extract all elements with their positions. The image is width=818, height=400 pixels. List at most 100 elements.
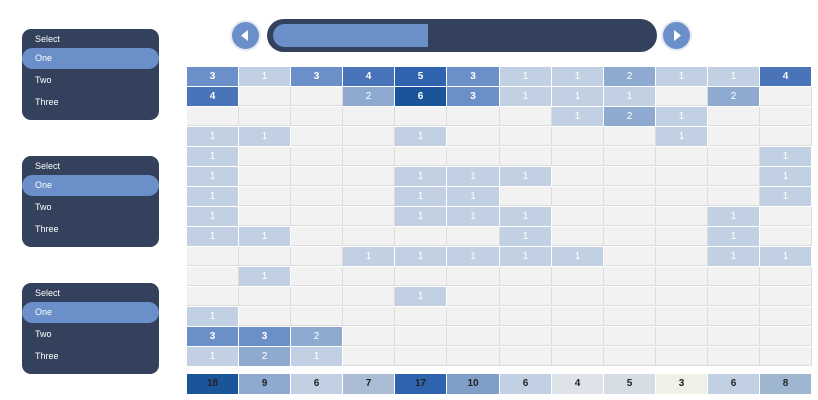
- grid-cell[interactable]: 1: [760, 247, 812, 266]
- grid-cell[interactable]: [291, 187, 343, 206]
- grid-cell[interactable]: 1: [187, 347, 239, 366]
- grid-cell[interactable]: [760, 287, 812, 306]
- grid-cell[interactable]: 1: [447, 207, 500, 226]
- grid-cell[interactable]: [708, 187, 760, 206]
- grid-cell[interactable]: 1: [187, 147, 239, 166]
- grid-cell[interactable]: 1: [656, 127, 708, 146]
- grid-cell[interactable]: [343, 227, 395, 246]
- grid-cell[interactable]: 1: [552, 247, 604, 266]
- grid-cell[interactable]: [708, 347, 760, 366]
- grid-cell[interactable]: [708, 307, 760, 326]
- grid-cell[interactable]: [343, 307, 395, 326]
- slicer-option-two[interactable]: Two: [35, 202, 52, 212]
- grid-cell[interactable]: 3: [239, 327, 291, 346]
- grid-cell[interactable]: 1: [395, 167, 447, 186]
- grid-cell[interactable]: 1: [552, 67, 604, 86]
- grid-cell[interactable]: [291, 167, 343, 186]
- grid-cell[interactable]: 2: [604, 67, 656, 86]
- grid-cell[interactable]: [656, 267, 708, 286]
- grid-cell[interactable]: [343, 107, 395, 126]
- grid-cell[interactable]: [395, 227, 447, 246]
- grid-cell[interactable]: [656, 287, 708, 306]
- grid-cell[interactable]: [708, 287, 760, 306]
- grid-cell[interactable]: 1: [656, 107, 708, 126]
- grid-cell[interactable]: [395, 307, 447, 326]
- grid-cell[interactable]: 1: [708, 247, 760, 266]
- grid-cell[interactable]: [395, 327, 447, 346]
- grid-cell[interactable]: 1: [500, 247, 552, 266]
- grid-cell[interactable]: 1: [343, 247, 395, 266]
- grid-cell[interactable]: [447, 347, 500, 366]
- grid-cell[interactable]: [500, 267, 552, 286]
- grid-cell[interactable]: [604, 327, 656, 346]
- grid-cell[interactable]: 1: [500, 87, 552, 106]
- grid-cell[interactable]: [656, 227, 708, 246]
- grid-cell[interactable]: [708, 167, 760, 186]
- grid-cell[interactable]: 1: [239, 267, 291, 286]
- grid-cell[interactable]: 1: [708, 227, 760, 246]
- slicer-option-three[interactable]: Three: [35, 351, 59, 361]
- grid-cell[interactable]: [187, 247, 239, 266]
- grid-cell[interactable]: [604, 347, 656, 366]
- grid-cell[interactable]: [552, 287, 604, 306]
- scrollbar-thumb[interactable]: [273, 24, 428, 47]
- slicer-option-three[interactable]: Three: [35, 97, 59, 107]
- grid-cell[interactable]: [552, 127, 604, 146]
- grid-cell[interactable]: 1: [760, 167, 812, 186]
- grid-cell[interactable]: [447, 127, 500, 146]
- grid-cell[interactable]: [656, 87, 708, 106]
- grid-cell[interactable]: [239, 187, 291, 206]
- grid-cell[interactable]: [343, 327, 395, 346]
- grid-cell[interactable]: 1: [552, 107, 604, 126]
- grid-cell[interactable]: [656, 327, 708, 346]
- grid-cell[interactable]: [656, 307, 708, 326]
- grid-cell[interactable]: [291, 127, 343, 146]
- grid-cell[interactable]: [343, 287, 395, 306]
- grid-cell[interactable]: 1: [604, 87, 656, 106]
- grid-cell[interactable]: [604, 267, 656, 286]
- grid-cell[interactable]: 2: [708, 87, 760, 106]
- grid-cell[interactable]: [708, 267, 760, 286]
- grid-cell[interactable]: [291, 147, 343, 166]
- grid-cell[interactable]: 3: [447, 87, 500, 106]
- grid-cell[interactable]: 5: [395, 67, 447, 86]
- grid-cell[interactable]: [760, 227, 812, 246]
- grid-cell[interactable]: [656, 147, 708, 166]
- grid-cell[interactable]: 1: [447, 247, 500, 266]
- grid-cell[interactable]: [239, 167, 291, 186]
- grid-cell[interactable]: 2: [343, 87, 395, 106]
- grid-cell[interactable]: 1: [500, 207, 552, 226]
- grid-cell[interactable]: 2: [604, 107, 656, 126]
- grid-cell[interactable]: [239, 287, 291, 306]
- grid-cell[interactable]: [395, 147, 447, 166]
- grid-cell[interactable]: [500, 287, 552, 306]
- grid-cell[interactable]: [708, 327, 760, 346]
- grid-cell[interactable]: [187, 107, 239, 126]
- slicer-option-select[interactable]: Select: [35, 161, 61, 171]
- slicer-option-select[interactable]: Select: [35, 34, 61, 44]
- grid-cell[interactable]: [395, 107, 447, 126]
- grid-cell[interactable]: [760, 127, 812, 146]
- grid-cell[interactable]: [291, 307, 343, 326]
- grid-cell[interactable]: [187, 287, 239, 306]
- grid-cell[interactable]: [656, 207, 708, 226]
- grid-cell[interactable]: 1: [500, 167, 552, 186]
- slicer-option-select[interactable]: Select: [35, 288, 61, 298]
- grid-cell[interactable]: 1: [447, 187, 500, 206]
- grid-cell[interactable]: 1: [656, 67, 708, 86]
- grid-cell[interactable]: 1: [395, 207, 447, 226]
- grid-cell[interactable]: [500, 307, 552, 326]
- grid-cell[interactable]: 4: [343, 67, 395, 86]
- grid-cell[interactable]: [552, 327, 604, 346]
- grid-cell[interactable]: [552, 347, 604, 366]
- grid-cell[interactable]: [656, 167, 708, 186]
- grid-cell[interactable]: [343, 147, 395, 166]
- grid-cell[interactable]: [604, 207, 656, 226]
- scroll-next-button[interactable]: [663, 22, 690, 49]
- grid-cell[interactable]: 1: [395, 287, 447, 306]
- grid-cell[interactable]: [552, 147, 604, 166]
- grid-cell[interactable]: [656, 187, 708, 206]
- grid-cell[interactable]: [291, 227, 343, 246]
- grid-cell[interactable]: [447, 327, 500, 346]
- grid-cell[interactable]: [291, 107, 343, 126]
